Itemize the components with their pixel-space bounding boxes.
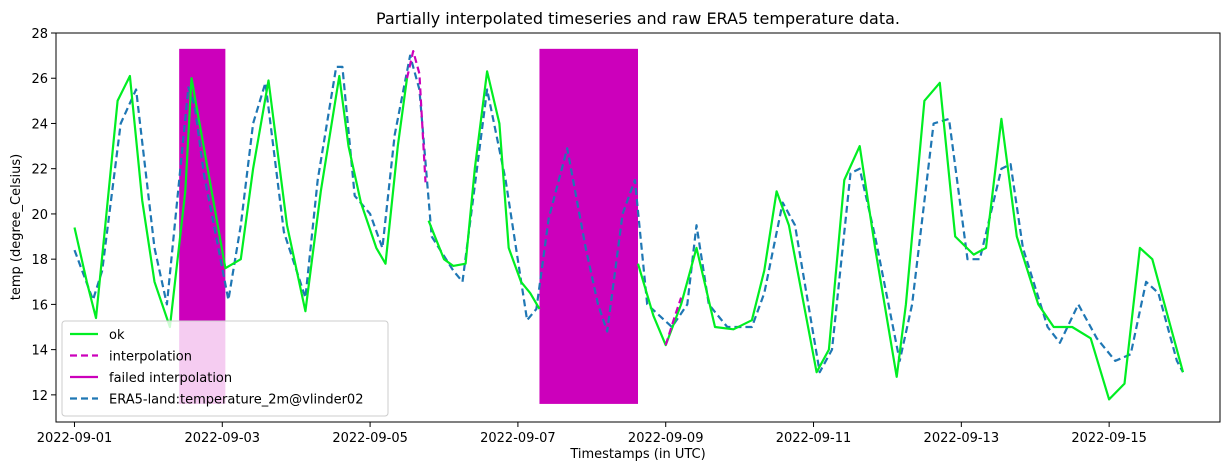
y-axis: 12 14 16 18 20 22 24 26 28 xyxy=(31,27,56,404)
failed-interpolation-region-1 xyxy=(539,48,638,404)
legend-box xyxy=(61,320,389,417)
x-tick-label: 2022-09-03 xyxy=(185,431,261,446)
x-tick-label: 2022-09-13 xyxy=(924,431,1000,446)
y-tick-label: 24 xyxy=(31,117,48,132)
legend: ok interpolation failed interpolation ERA5-… xyxy=(61,320,389,417)
y-tick-label: 22 xyxy=(31,163,48,178)
series-line-era5-land-0 xyxy=(73,54,1184,374)
y-tick-label: 14 xyxy=(31,344,48,359)
x-tick-label: 2022-09-05 xyxy=(332,431,408,446)
y-tick-label: 20 xyxy=(31,208,48,223)
x-tick-label: 2022-09-01 xyxy=(37,431,113,446)
x-tick-label: 2022-09-09 xyxy=(628,431,704,446)
x-axis: 2022-09-01 2022-09-03 2022-09-05 2022-09-07… xyxy=(37,422,1147,446)
series-line-ok-1 xyxy=(73,74,409,329)
y-tick-label: 26 xyxy=(31,72,48,87)
series-line-ok-2 xyxy=(427,70,541,310)
series-layer xyxy=(73,50,1185,401)
x-tick-label: 2022-09-15 xyxy=(1071,431,1147,446)
plot-frame xyxy=(55,32,1221,423)
chart-title: Partially interpolated timeseries and ra… xyxy=(376,9,900,28)
x-tick-label: 2022-09-11 xyxy=(776,431,852,446)
legend-label: ok xyxy=(109,328,125,343)
series-line-ok-3 xyxy=(636,81,1185,401)
y-tick-label: 18 xyxy=(31,253,48,268)
legend-label: failed interpolation xyxy=(109,371,232,386)
legend-label: ERA5-land:temperature_2m@vlinder02 xyxy=(109,393,363,408)
x-tick-label: 2022-09-07 xyxy=(480,431,556,446)
legend-label: interpolation xyxy=(109,350,192,365)
y-tick-label: 12 xyxy=(31,389,48,404)
y-tick-label: 16 xyxy=(31,298,48,313)
x-axis-label: Timestamps (in UTC) xyxy=(569,447,705,462)
y-axis-label: temp (degree_Celsius) xyxy=(9,154,24,300)
y-tick-label: 28 xyxy=(31,27,48,42)
series-line-interpolation-4 xyxy=(405,50,427,183)
